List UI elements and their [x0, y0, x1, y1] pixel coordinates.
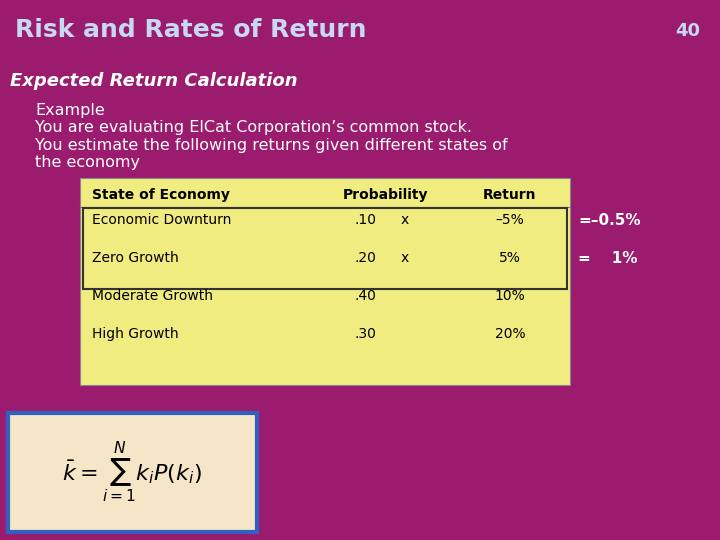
Text: High Growth: High Growth	[92, 327, 179, 341]
FancyBboxPatch shape	[83, 208, 567, 289]
Text: =–0.5%: =–0.5%	[578, 213, 641, 228]
Text: x: x	[401, 213, 409, 227]
Text: x: x	[401, 251, 409, 265]
Text: $\bar{k} = \sum_{i=1}^{N} k_i P(k_i)$: $\bar{k} = \sum_{i=1}^{N} k_i P(k_i)$	[63, 440, 202, 505]
Text: Example: Example	[35, 103, 104, 118]
Text: =    1%: = 1%	[578, 251, 637, 266]
Text: –5%: –5%	[495, 213, 524, 227]
FancyBboxPatch shape	[8, 413, 257, 532]
Text: the economy: the economy	[35, 155, 140, 170]
Text: 10%: 10%	[495, 289, 526, 303]
Text: State of Economy: State of Economy	[92, 188, 230, 202]
Text: 40: 40	[675, 22, 700, 40]
Text: Probability: Probability	[342, 188, 428, 202]
Text: You are evaluating ElCat Corporation’s common stock.: You are evaluating ElCat Corporation’s c…	[35, 120, 472, 135]
Text: Zero Growth: Zero Growth	[92, 251, 179, 265]
FancyBboxPatch shape	[80, 178, 570, 385]
Text: .20: .20	[354, 251, 376, 265]
Text: 20%: 20%	[495, 327, 526, 341]
Text: Economic Downturn: Economic Downturn	[92, 213, 231, 227]
Text: .10: .10	[354, 213, 376, 227]
Text: Return: Return	[483, 188, 536, 202]
Text: Expected Return Calculation: Expected Return Calculation	[10, 72, 297, 90]
Text: Risk and Rates of Return: Risk and Rates of Return	[15, 18, 366, 42]
Text: .40: .40	[354, 289, 376, 303]
Text: .30: .30	[354, 327, 376, 341]
Text: 5%: 5%	[499, 251, 521, 265]
Text: Moderate Growth: Moderate Growth	[92, 289, 213, 303]
Text: You estimate the following returns given different states of: You estimate the following returns given…	[35, 138, 508, 153]
